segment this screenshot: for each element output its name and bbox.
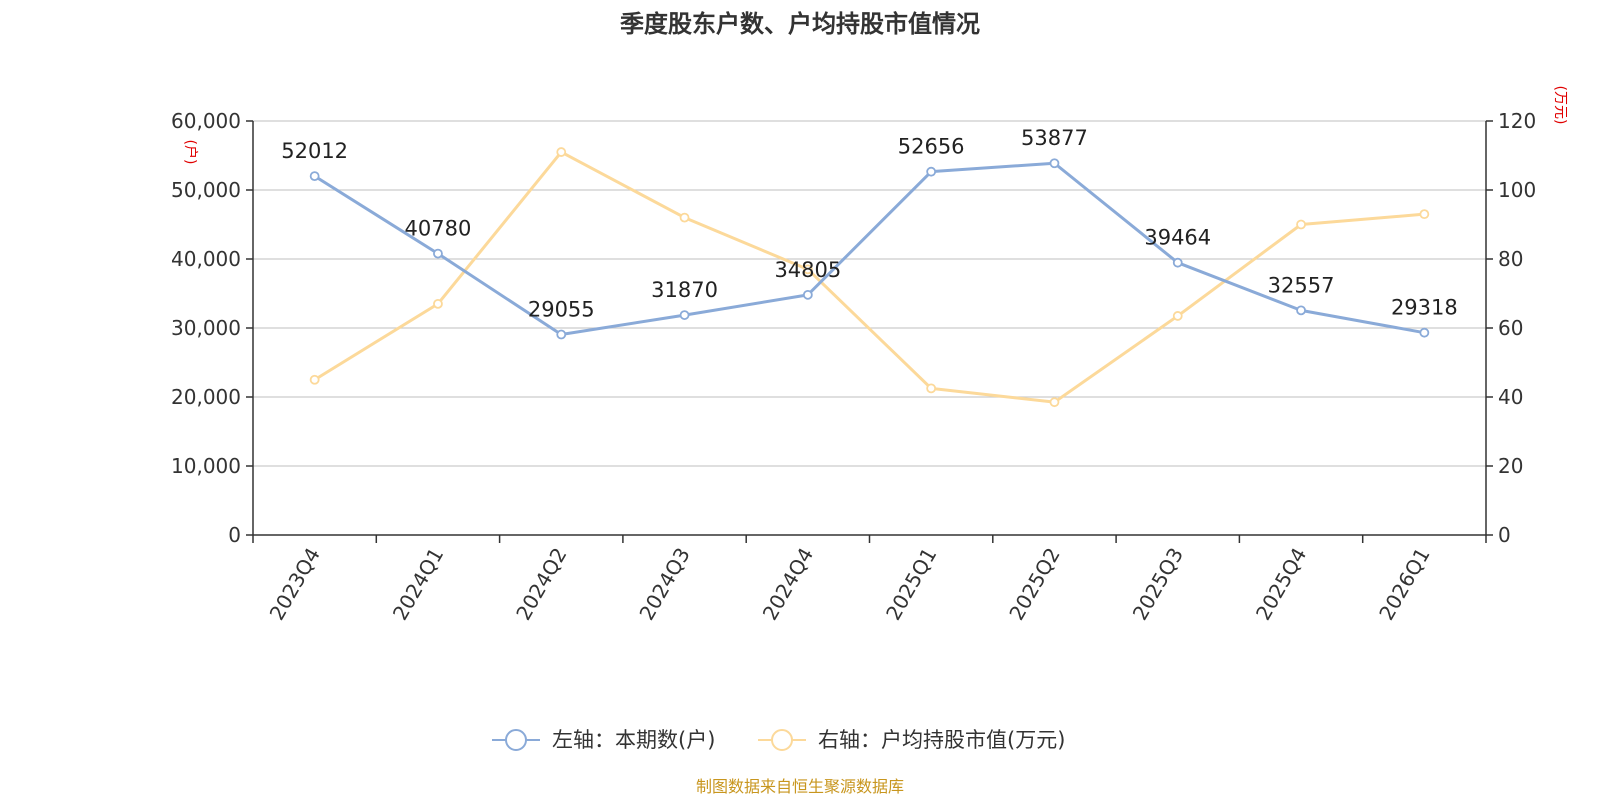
legend-label-avg-value: 右轴：户均持股市值(万元) <box>818 728 1065 752</box>
data-point-households[interactable] <box>309 171 320 182</box>
data-label: 52012 <box>281 139 348 163</box>
data-point-avg-value[interactable] <box>556 147 567 157</box>
legend-item-avg-value[interactable]: 右轴：户均持股市值(万元) <box>758 728 1065 752</box>
x-tick-label: 2025Q2 <box>1004 544 1064 625</box>
data-point-avg-value[interactable] <box>1419 209 1430 220</box>
data-point-avg-value[interactable] <box>1049 397 1060 408</box>
right-tick-label: 100 <box>1498 178 1536 202</box>
data-point-households[interactable] <box>802 289 813 300</box>
x-tick-label: 2024Q3 <box>634 544 694 625</box>
data-point-households[interactable] <box>926 166 937 177</box>
x-tick-label: 2024Q1 <box>388 544 448 625</box>
legend-marker-avg-value <box>771 729 793 751</box>
right-tick-label: 60 <box>1498 316 1523 340</box>
data-label: 31870 <box>651 278 718 302</box>
x-tick-label: 2024Q2 <box>511 544 571 625</box>
data-label: 34805 <box>774 258 841 282</box>
data-point-households[interactable] <box>556 329 567 340</box>
x-tick-label: 2026Q1 <box>1374 544 1434 625</box>
data-point-households[interactable] <box>679 310 690 320</box>
right-tick-label: 40 <box>1498 385 1523 409</box>
data-label: 39464 <box>1144 226 1211 250</box>
chart-title: 季度股东户数、户均持股市值情况 <box>620 10 980 38</box>
data-point-avg-value[interactable] <box>1296 219 1306 230</box>
source-note: 制图数据来自恒生聚源数据库 <box>696 777 904 796</box>
x-tick-label: 2025Q3 <box>1128 544 1188 625</box>
x-axis-ticks: 2023Q4 2024Q1 2024Q2 2024Q3 2024Q4 2025Q1 2025… <box>265 544 1435 625</box>
left-axis-ticks: 0 10,000 20,000 30,000 40,000 50,000 60,000 <box>171 109 241 547</box>
data-label: 32557 <box>1268 273 1335 297</box>
left-tick-label: 40,000 <box>171 247 241 271</box>
right-tick-label: 120 <box>1498 109 1536 133</box>
right-axis-ticks: 0 20 40 60 80 100 120 <box>1498 109 1536 547</box>
data-labels: 52012 40780 29055 31870 34805 52656 53877 39464… <box>281 126 1458 321</box>
data-point-avg-value[interactable] <box>802 264 813 275</box>
data-label: 53877 <box>1021 126 1088 150</box>
right-axis-unit: (万元) <box>1552 86 1568 125</box>
data-label: 29318 <box>1391 296 1458 320</box>
x-tick-label: 2024Q4 <box>758 544 818 625</box>
data-point-households[interactable] <box>433 248 443 259</box>
data-point-avg-value[interactable] <box>1172 311 1183 321</box>
data-point-avg-value[interactable] <box>433 298 443 309</box>
data-point-avg-value[interactable] <box>926 383 937 394</box>
right-tick-label: 80 <box>1498 247 1523 271</box>
axes <box>246 120 1493 543</box>
left-tick-label: 20,000 <box>171 385 241 409</box>
right-tick-label: 20 <box>1498 454 1523 478</box>
data-point-households[interactable] <box>1296 305 1306 316</box>
data-label: 40780 <box>405 217 472 241</box>
series-line-households <box>313 161 1425 337</box>
legend-marker-households <box>505 729 527 751</box>
x-tick-label: 2025Q1 <box>881 544 941 625</box>
left-tick-label: 50,000 <box>171 178 241 202</box>
data-label: 52656 <box>898 135 965 159</box>
left-axis-unit: (户) <box>182 140 199 165</box>
data-point-avg-value[interactable] <box>679 212 690 223</box>
left-tick-label: 60,000 <box>171 109 241 133</box>
left-tick-label: 0 <box>228 523 241 547</box>
series-layer <box>309 147 1430 408</box>
right-tick-label: 0 <box>1498 523 1511 547</box>
data-point-avg-value[interactable] <box>309 374 320 385</box>
x-tick-label: 2025Q4 <box>1251 544 1311 625</box>
data-point-households[interactable] <box>1172 257 1183 268</box>
data-label: 29055 <box>528 298 595 322</box>
x-tick-label: 2023Q4 <box>265 544 325 625</box>
left-tick-label: 10,000 <box>171 454 241 478</box>
data-point-households[interactable] <box>1049 158 1060 169</box>
legend[interactable]: 左轴：本期数(户) 右轴：户均持股市值(万元) <box>492 728 1065 752</box>
data-point-households[interactable] <box>1419 327 1430 338</box>
series-line-avg-value <box>313 150 1425 404</box>
left-tick-label: 30,000 <box>171 316 241 340</box>
legend-label-households: 左轴：本期数(户) <box>552 728 715 752</box>
legend-item-households[interactable]: 左轴：本期数(户) <box>492 728 715 752</box>
